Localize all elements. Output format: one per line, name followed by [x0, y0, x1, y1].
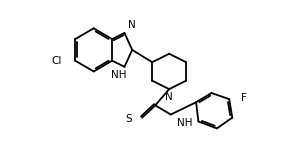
Text: NH: NH: [177, 118, 192, 128]
Text: N: N: [165, 92, 173, 102]
Text: Cl: Cl: [51, 56, 62, 66]
Text: NH: NH: [111, 70, 126, 80]
Text: F: F: [241, 93, 247, 103]
Text: N: N: [128, 20, 135, 30]
Text: S: S: [126, 114, 132, 124]
